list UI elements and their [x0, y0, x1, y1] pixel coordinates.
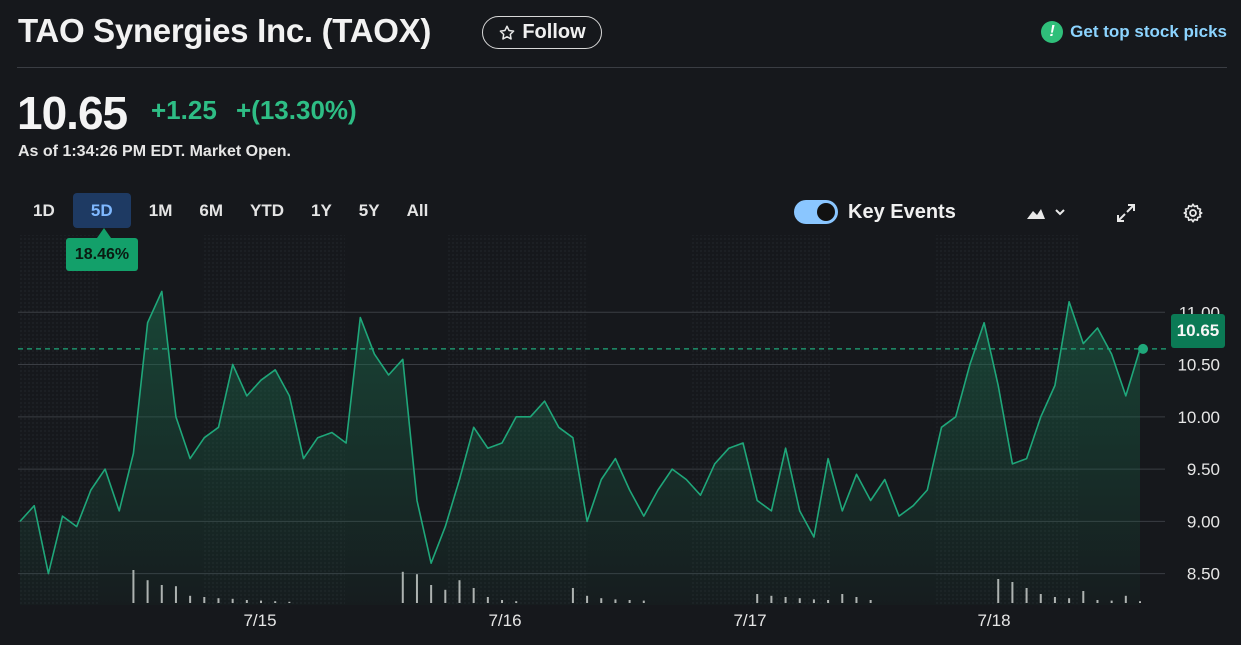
y-tick-label: 9.50	[1187, 460, 1220, 479]
x-tick-label: 7/16	[488, 611, 521, 630]
tab-1m[interactable]: 1M	[148, 200, 173, 220]
x-tick-label: 7/15	[243, 611, 276, 630]
y-tick-label: 10.00	[1177, 408, 1220, 427]
top-picks-label: Get top stock picks	[1070, 22, 1227, 41]
current-price: 10.65	[17, 87, 128, 139]
range-tabs: 1D 5D 1M 6M YTD 1Y 5Y All	[24, 193, 446, 228]
tab-1d[interactable]: 1D	[33, 200, 55, 220]
hover-badge-tip	[97, 228, 111, 238]
tab-5d[interactable]: 5D	[72, 193, 131, 228]
y-tick-label: 8.50	[1187, 565, 1220, 584]
toggle-knob	[817, 203, 835, 221]
quote-timestamp: As of 1:34:26 PM EDT. Market Open.	[18, 143, 291, 160]
x-tick-label: 7/17	[733, 611, 766, 630]
expand-button[interactable]	[1112, 200, 1140, 226]
price-line	[19, 290, 1141, 575]
follow-label: Follow	[522, 21, 586, 43]
tab-1y[interactable]: 1Y	[310, 200, 332, 220]
last-price-dot	[1138, 343, 1148, 354]
key-events-label: Key Events	[848, 201, 956, 223]
tab-all[interactable]: All	[406, 200, 429, 220]
price-change-percent: +(13.30%)	[236, 95, 357, 125]
star-icon	[499, 25, 515, 40]
key-events-toggle[interactable]	[794, 200, 838, 224]
exclamation-icon: !	[1041, 21, 1064, 43]
follow-button[interactable]: Follow	[482, 16, 602, 49]
tab-5y[interactable]: 5Y	[358, 200, 380, 220]
top-stock-picks-link[interactable]: ! Get top stock picks	[1041, 21, 1227, 43]
settings-button[interactable]	[1179, 200, 1207, 226]
y-tick-label: 9.00	[1187, 512, 1220, 531]
header-divider	[17, 67, 1227, 68]
tab-ytd[interactable]: YTD	[249, 200, 284, 220]
x-tick-label: 7/18	[977, 611, 1010, 630]
x-axis-labels: 7/15 7/16 7/17 7/18	[243, 611, 1010, 630]
page-title: TAO Synergies Inc. (TAOX)	[18, 12, 432, 49]
current-price-tag: 10.65	[1171, 314, 1225, 348]
expand-icon	[1117, 204, 1135, 222]
hover-change-badge: 18.46%	[66, 238, 138, 271]
gear-icon	[1183, 203, 1203, 223]
y-tick-label: 10.50	[1177, 356, 1220, 375]
price-change: +1.25	[151, 95, 217, 125]
chart-type-selector[interactable]	[1024, 201, 1070, 225]
price-area	[20, 291, 1140, 605]
mountain-chart-icon	[1027, 209, 1065, 219]
tab-6m[interactable]: 6M	[199, 200, 223, 220]
